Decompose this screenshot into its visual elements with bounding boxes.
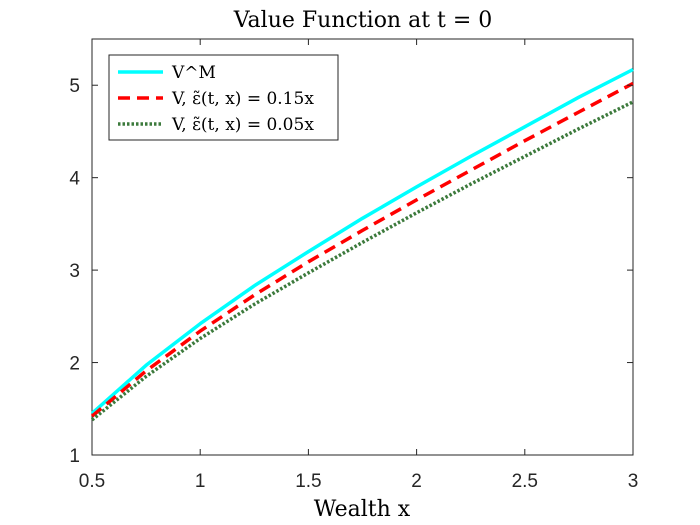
y-tick-label: 4 <box>69 169 80 190</box>
axes-layer: 0.5 1 1.5 2 2.5 3 1 2 3 4 5 <box>69 39 638 492</box>
x-tick-label: 1 <box>195 471 206 492</box>
x-axis-label: Wealth x <box>314 497 411 522</box>
x-tick-label: 2 <box>411 471 422 492</box>
legend-label-3: V, ε̃(t, x) = 0.05x <box>171 115 314 135</box>
y-tick-label: 1 <box>69 446 80 467</box>
x-tick-label: 1.5 <box>295 471 321 492</box>
series-line-1 <box>90 67 634 415</box>
y-tick-label: 5 <box>69 76 80 97</box>
y-tick-label: 3 <box>69 261 80 282</box>
x-tick-label: 2.5 <box>512 471 538 492</box>
y-tick-label: 2 <box>69 354 80 375</box>
x-tick-label: 3 <box>628 471 639 492</box>
x-tick-label: 0.5 <box>79 471 105 492</box>
series-line-2 <box>90 81 634 418</box>
legend-label-1: V^M <box>171 63 216 83</box>
chart-title: Value Function at t = 0 <box>233 8 493 33</box>
series-line-3 <box>90 100 634 422</box>
legend: V^M V, ε̃(t, x) = 0.15x V, ε̃(t, x) = 0.05… <box>108 54 339 141</box>
series-layer <box>90 67 634 422</box>
legend-label-2: V, ε̃(t, x) = 0.15x <box>171 89 314 109</box>
